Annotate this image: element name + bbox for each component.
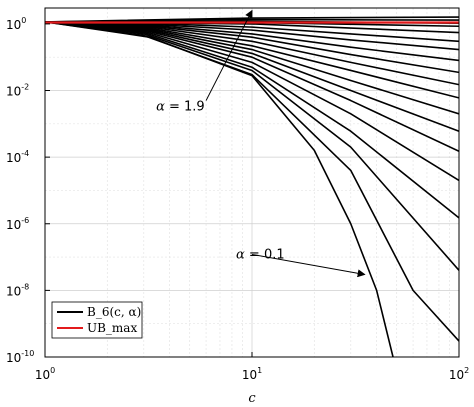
y-tick-label: 10-2 xyxy=(6,83,29,99)
legend-label-b6: B_6(c, α) xyxy=(87,305,141,319)
x-tick-label: 102 xyxy=(449,366,469,382)
series-line-alpha-0-4 xyxy=(45,21,459,219)
annotation-label: α = 0.1 xyxy=(236,247,285,262)
legend-box xyxy=(51,301,143,339)
tick-labels: 100 101 102 100 10-2 10-4 10-6 10-8 10-10 xyxy=(6,16,469,382)
legend: B_6(c, α) UB_max xyxy=(51,301,143,339)
y-tick-label: 10-8 xyxy=(6,282,29,298)
annotation-label: α = 1.9 xyxy=(156,100,205,115)
annotations: α = 1.9 α = 0.1 xyxy=(156,9,366,278)
x-axis-title: c xyxy=(248,391,256,406)
y-tick-label: 10-4 xyxy=(6,149,29,165)
series-line-alpha-0-2 xyxy=(45,21,459,342)
y-tick-label: 10-10 xyxy=(6,349,34,365)
ticks xyxy=(44,23,460,358)
annotation-arrow xyxy=(251,253,366,278)
series-group xyxy=(45,16,459,357)
annotation-arrow xyxy=(205,9,253,101)
x-tick-label: 101 xyxy=(242,366,262,382)
series-line-alpha-0-3 xyxy=(45,21,459,272)
y-tick-label: 10-6 xyxy=(6,216,29,232)
legend-label-ubmax: UB_max xyxy=(87,321,137,335)
x-tick-label: 100 xyxy=(35,366,55,382)
y-tick-label: 100 xyxy=(6,16,26,32)
